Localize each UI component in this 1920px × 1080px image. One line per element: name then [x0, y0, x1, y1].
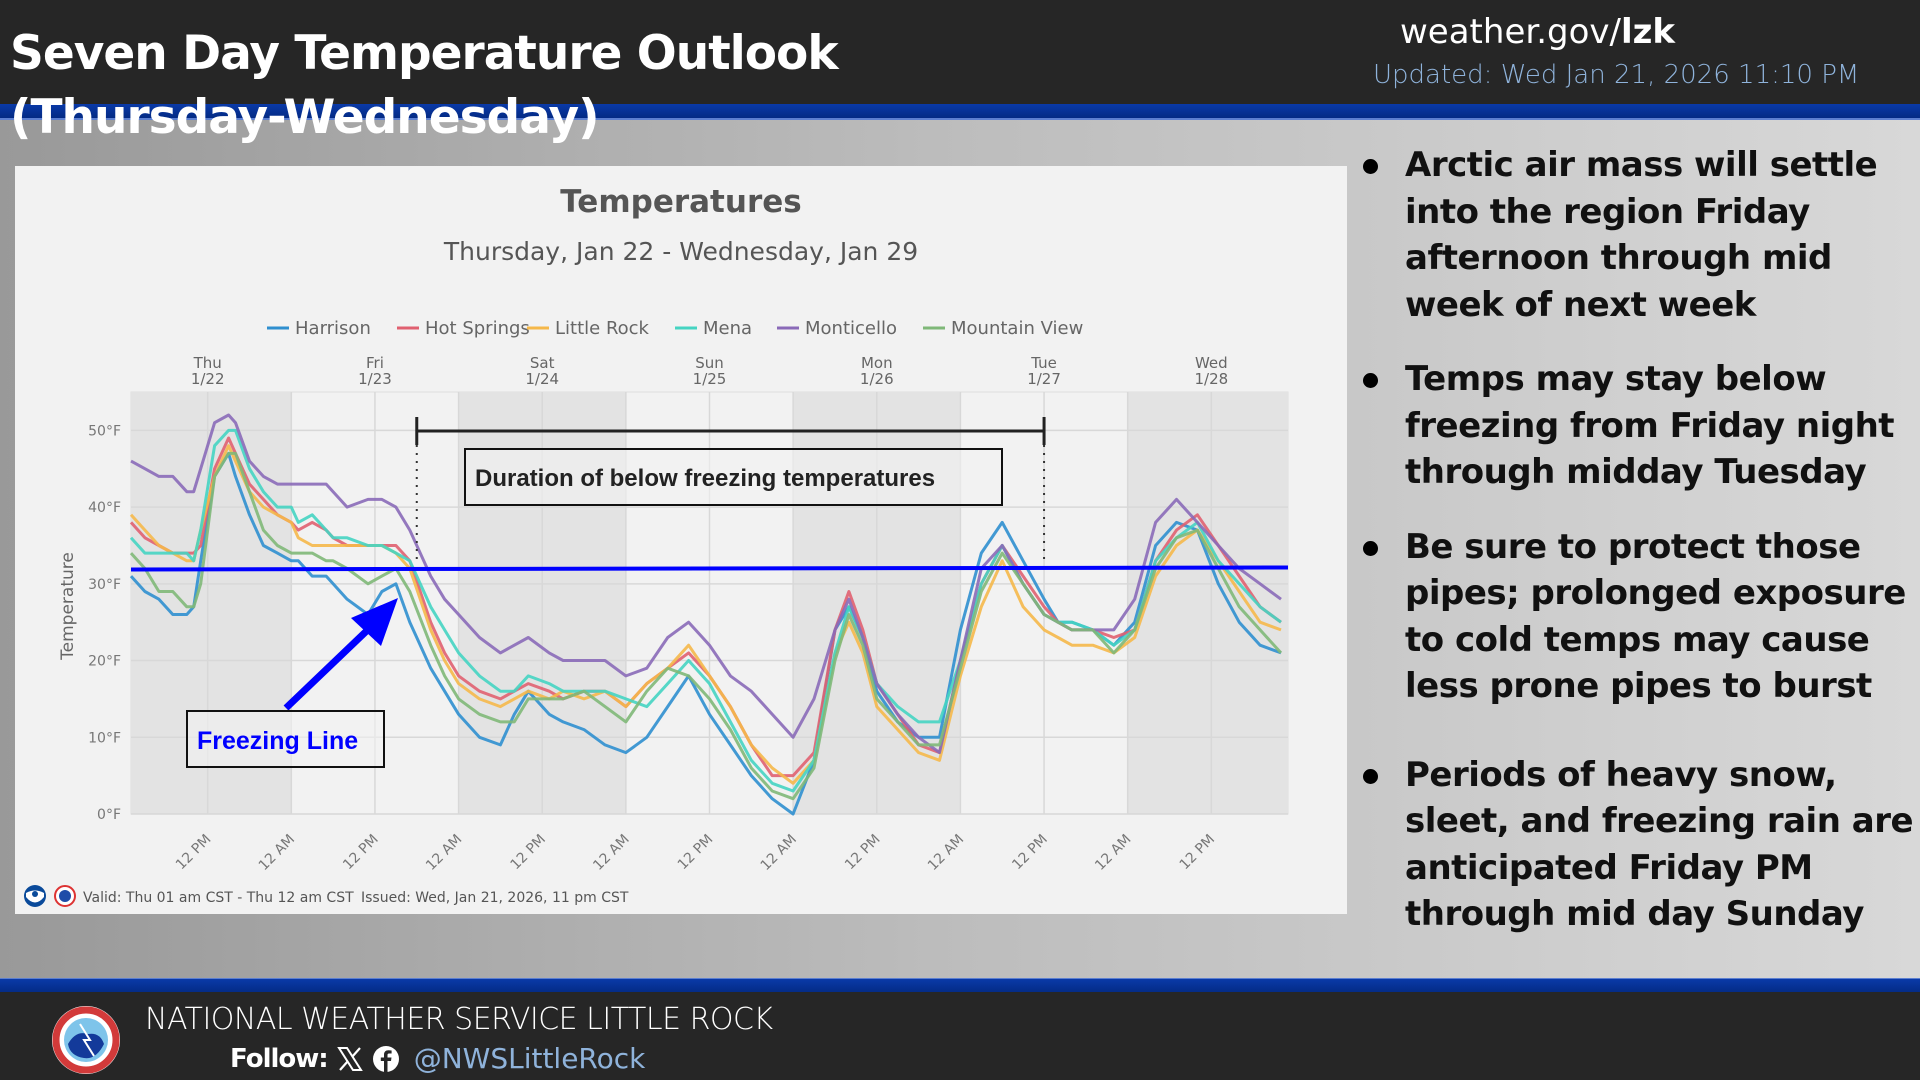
x-tick-label: 12 PM [340, 832, 382, 874]
key-message: Be sure to protect those pipes; prolonge… [1355, 524, 1915, 710]
date-label: 1/23 [358, 370, 392, 388]
legend-label: Hot Springs [425, 318, 530, 339]
key-message: Temps may stay below freezing from Frida… [1355, 356, 1915, 496]
site-url-office: lzk [1620, 12, 1676, 52]
legend-label: Little Rock [555, 318, 650, 339]
x-tick-label: 12 PM [842, 832, 884, 874]
temperature-chart: Temperatures Thursday, Jan 22 - Wednesda… [24, 184, 1289, 907]
x-tick-label: 12 PM [507, 832, 549, 874]
legend-item[interactable]: Monticello [777, 318, 897, 339]
x-tick-label: 12 AM [758, 832, 800, 874]
night-shading [1127, 392, 1288, 814]
duration-label-box [464, 448, 1003, 506]
date-label: 1/26 [860, 370, 894, 388]
freezing-label-box [186, 710, 385, 768]
day-label: Mon [861, 354, 893, 372]
page-title-line1: Seven Day Temperature Outlook [10, 26, 839, 81]
y-tick-label: 10°F [88, 730, 121, 746]
footer-stripe [0, 978, 1920, 993]
date-label: 1/28 [1194, 370, 1228, 388]
legend-item[interactable]: Mountain View [923, 318, 1083, 339]
key-message: Periods of heavy snow, sleet, and freezi… [1355, 752, 1915, 938]
header-bar [0, 0, 1920, 106]
site-url-prefix: weather.gov/ [1400, 12, 1621, 52]
date-label: 1/22 [191, 370, 225, 388]
freezing-label: Freezing Line [197, 727, 358, 755]
legend-item[interactable]: Harrison [267, 318, 371, 339]
duration-label: Duration of below freezing temperatures [475, 465, 935, 492]
day-label: Sat [530, 354, 555, 372]
x-tick-label: 12 PM [173, 832, 215, 874]
page-title-line2: (Thursday-Wednesday) [10, 90, 600, 145]
key-messages: Arctic air mass will settle into the reg… [1355, 142, 1915, 938]
date-label: 1/24 [525, 370, 559, 388]
nws-emblem-icon [52, 1006, 120, 1074]
x-tick-label: 12 PM [1177, 832, 1219, 874]
legend-item[interactable]: Little Rock [527, 318, 650, 339]
day-label: Sun [695, 354, 724, 372]
day-label: Tue [1030, 354, 1057, 372]
y-axis-label: Temperature [58, 552, 78, 661]
day-label: Thu [193, 354, 222, 372]
facebook-icon[interactable] [372, 1045, 400, 1073]
key-message: Arctic air mass will settle into the reg… [1355, 142, 1915, 328]
nws-logo-icon [54, 885, 76, 907]
series-line-little-rock [129, 444, 1282, 785]
header-stripe [0, 104, 1920, 120]
x-tick-label: 12 AM [590, 832, 632, 874]
x-tick-label: 12 AM [1092, 832, 1134, 874]
x-tick-label: 12 AM [256, 832, 298, 874]
y-tick-label: 40°F [88, 500, 121, 516]
freezing-arrow-head-icon [351, 598, 398, 646]
legend-item[interactable]: Mena [675, 318, 752, 339]
page-title: Seven Day Temperature Outlook (Thursday-… [10, 22, 839, 150]
freezing-arrow-shaft [283, 618, 380, 711]
day-label: Fri [366, 354, 384, 372]
chart-panel: Temperatures Thursday, Jan 22 - Wednesda… [15, 166, 1347, 914]
x-tick-label: 12 PM [1009, 832, 1051, 874]
updated-timestamp: Updated: Wed Jan 21, 2026 11:10 PM [1373, 60, 1860, 90]
legend-label: Mena [703, 318, 752, 339]
x-tick-label: 12 AM [925, 832, 967, 874]
office-name: NATIONAL WEATHER SERVICE LITTLE ROCK [145, 1002, 773, 1037]
day-label: Wed [1195, 354, 1228, 372]
chart-issued-text: Issued: Wed, Jan 21, 2026, 11 pm CST [361, 890, 629, 906]
legend-item[interactable]: Hot Springs [397, 318, 530, 339]
chart-valid-text: Valid: Thu 01 am CST - Thu 12 am CST [83, 890, 354, 906]
x-tick-label: 12 PM [675, 832, 717, 874]
social-handle[interactable]: @NWSLittleRock [413, 1042, 646, 1075]
chart-subtitle: Thursday, Jan 22 - Wednesday, Jan 29 [443, 237, 918, 266]
legend-label: Mountain View [951, 318, 1083, 339]
site-url[interactable]: weather.gov/lzk [1400, 12, 1675, 52]
date-label: 1/27 [1027, 370, 1061, 388]
legend-label: Monticello [805, 318, 897, 339]
date-label: 1/25 [693, 370, 727, 388]
footer-bar [0, 992, 1920, 1080]
chart-title: Temperatures [560, 184, 801, 220]
follow-label: Follow: [230, 1043, 329, 1074]
y-tick-label: 50°F [88, 423, 121, 439]
y-tick-label: 20°F [88, 654, 121, 670]
follow-row: Follow: @NWSLittleRock [230, 1042, 645, 1075]
x-tick-label: 12 AM [423, 832, 465, 874]
y-tick-label: 0°F [97, 807, 121, 823]
noaa-logo-icon [24, 885, 46, 907]
freezing-line [130, 565, 1289, 572]
y-tick-label: 30°F [88, 577, 121, 593]
legend-label: Harrison [295, 318, 371, 339]
x-icon[interactable] [336, 1045, 364, 1073]
series-line-mountain-view [129, 451, 1283, 801]
